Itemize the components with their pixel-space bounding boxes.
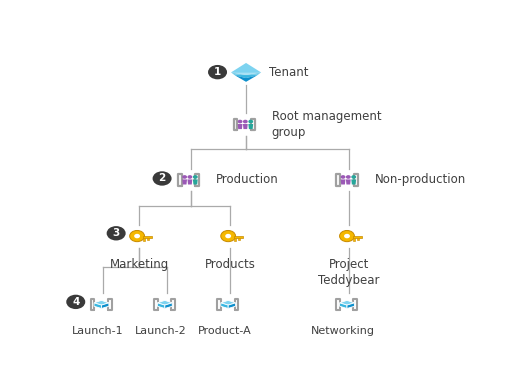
Polygon shape: [235, 75, 257, 82]
Polygon shape: [238, 238, 240, 240]
Polygon shape: [157, 303, 165, 308]
Circle shape: [340, 230, 355, 242]
Circle shape: [107, 226, 126, 240]
Polygon shape: [353, 238, 355, 241]
Text: Product-A: Product-A: [197, 326, 251, 336]
Polygon shape: [346, 179, 351, 184]
Polygon shape: [165, 303, 172, 308]
Circle shape: [351, 175, 356, 179]
Polygon shape: [102, 303, 109, 308]
Circle shape: [344, 234, 350, 238]
Text: Non-production: Non-production: [375, 173, 466, 186]
Polygon shape: [347, 303, 355, 308]
Circle shape: [248, 120, 253, 123]
Polygon shape: [193, 179, 198, 184]
Text: 2: 2: [158, 173, 166, 184]
Circle shape: [238, 120, 243, 123]
Text: Root management
group: Root management group: [272, 110, 381, 139]
Polygon shape: [221, 300, 236, 305]
Circle shape: [193, 175, 198, 179]
Polygon shape: [182, 179, 187, 184]
Text: 3: 3: [112, 228, 120, 238]
Polygon shape: [340, 300, 355, 305]
Text: Products: Products: [205, 258, 256, 272]
Text: Launch-2: Launch-2: [135, 326, 187, 336]
Polygon shape: [234, 238, 236, 241]
Circle shape: [341, 175, 345, 179]
Polygon shape: [231, 72, 261, 78]
Text: Tenant: Tenant: [269, 66, 309, 79]
Circle shape: [208, 65, 227, 79]
Polygon shape: [231, 73, 261, 75]
Circle shape: [188, 175, 192, 179]
Text: Marketing: Marketing: [109, 258, 169, 272]
Polygon shape: [188, 179, 192, 184]
Polygon shape: [94, 303, 102, 308]
Circle shape: [66, 295, 85, 309]
Polygon shape: [341, 179, 345, 184]
Circle shape: [153, 171, 172, 186]
Polygon shape: [353, 236, 362, 238]
Polygon shape: [144, 236, 152, 238]
Text: Launch-1: Launch-1: [72, 326, 123, 336]
Circle shape: [225, 234, 231, 238]
Polygon shape: [231, 63, 261, 75]
Polygon shape: [143, 238, 145, 241]
Circle shape: [130, 230, 145, 242]
Text: 1: 1: [214, 67, 221, 77]
Polygon shape: [147, 238, 149, 240]
Polygon shape: [357, 238, 359, 240]
Polygon shape: [157, 300, 172, 305]
Polygon shape: [94, 300, 109, 305]
Polygon shape: [238, 124, 243, 129]
Polygon shape: [248, 124, 253, 129]
Polygon shape: [340, 303, 347, 308]
Polygon shape: [351, 179, 356, 184]
Circle shape: [221, 230, 236, 242]
Text: Project
Teddybear: Project Teddybear: [318, 258, 380, 287]
Text: 4: 4: [72, 297, 79, 307]
Polygon shape: [228, 303, 236, 308]
Text: Networking: Networking: [311, 326, 375, 336]
Circle shape: [243, 120, 248, 123]
Polygon shape: [243, 124, 248, 129]
Polygon shape: [221, 303, 228, 308]
Text: Production: Production: [216, 173, 279, 186]
Circle shape: [346, 175, 351, 179]
Polygon shape: [235, 236, 243, 238]
Circle shape: [182, 175, 187, 179]
Circle shape: [134, 234, 140, 238]
